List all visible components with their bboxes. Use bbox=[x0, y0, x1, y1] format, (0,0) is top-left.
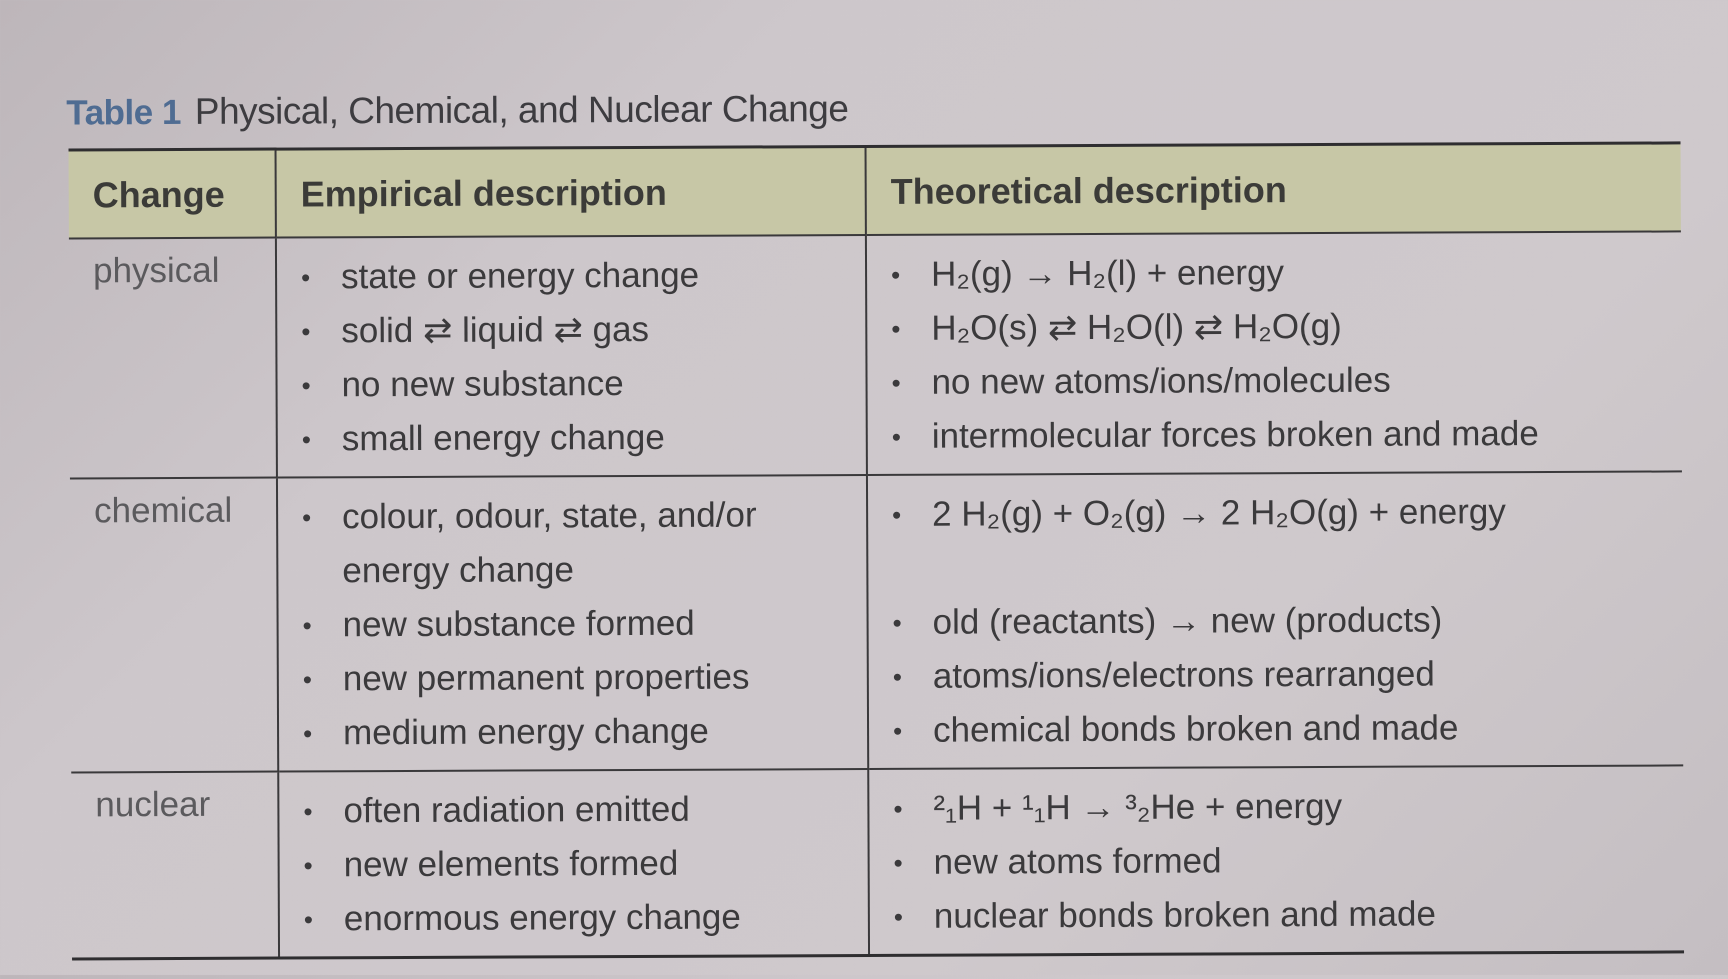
theoretical-cell: ²₁H + ¹₁H → ³₂He + energy new atoms form… bbox=[868, 765, 1685, 956]
list-item: enormous energy change bbox=[304, 890, 844, 946]
column-header-theoretical: Theoretical description bbox=[865, 142, 1681, 235]
table-label: Table 1 bbox=[66, 92, 181, 133]
column-header-change: Change bbox=[68, 149, 276, 239]
theoretical-cell: 2 H₂(g) + O₂(g) → 2 H₂O(g) + energy old … bbox=[866, 471, 1684, 769]
change-cell: nuclear bbox=[95, 784, 211, 825]
list-item: new atoms formed bbox=[894, 833, 1660, 890]
list-item: state or energy change bbox=[301, 248, 841, 304]
list-item: 2 H₂(g) + O₂(g) → 2 H₂O(g) + energy bbox=[892, 485, 1658, 542]
list-item: no new atoms/ions/molecules bbox=[891, 353, 1657, 410]
list-item: new substance formed bbox=[302, 596, 842, 652]
table-row-physical: physical state or energy change solid ⇄ … bbox=[68, 231, 1682, 479]
table-caption: Table 1 Physical, Chemical, and Nuclear C… bbox=[66, 88, 848, 133]
list-item: old (reactants) → new (products) bbox=[892, 593, 1658, 650]
header-row: Change Empirical description Theoretical… bbox=[68, 142, 1681, 239]
list-item: intermolecular forces broken and made bbox=[892, 407, 1658, 464]
list-item: H₂(g) → H₂(l) + energy bbox=[891, 245, 1657, 302]
list-item: atoms/ions/electrons rearranged bbox=[893, 647, 1659, 704]
empirical-cell: colour, odour, state, and/or energy chan… bbox=[276, 474, 869, 772]
list-item: solid ⇄ liquid ⇄ gas bbox=[301, 302, 841, 358]
change-table: Change Empirical description Theoretical… bbox=[68, 141, 1685, 961]
list-item: ²₁H + ¹₁H → ³₂He + energy bbox=[893, 779, 1659, 836]
list-item: H₂O(s) ⇄ H₂O(l) ⇄ H₂O(g) bbox=[891, 299, 1657, 356]
list-item: nuclear bonds broken and made bbox=[894, 887, 1660, 944]
list-item: new elements formed bbox=[304, 836, 844, 892]
list-item: chemical bonds broken and made bbox=[893, 701, 1659, 758]
change-cell: chemical bbox=[69, 477, 279, 773]
list-item: small energy change bbox=[302, 410, 842, 466]
list-item: no new substance bbox=[301, 356, 841, 412]
empirical-cell: often radiation emitted new elements for… bbox=[278, 768, 870, 959]
table-row-nuclear: nuclear often radiation emitted new elem… bbox=[71, 765, 1685, 959]
table-row-chemical: chemical colour, odour, state, and/or en… bbox=[69, 471, 1684, 773]
empirical-cell: state or energy change solid ⇄ liquid ⇄ … bbox=[275, 234, 867, 478]
change-cell: physical bbox=[68, 237, 277, 479]
list-item: often radiation emitted bbox=[303, 782, 843, 838]
column-header-empirical: Empirical description bbox=[275, 146, 866, 238]
list-item: new permanent properties bbox=[303, 650, 843, 706]
theoretical-cell: H₂(g) → H₂(l) + energy H₂O(s) ⇄ H₂O(l) ⇄… bbox=[865, 231, 1682, 475]
list-item: colour, odour, state, and/or energy chan… bbox=[302, 488, 842, 598]
list-item: medium energy change bbox=[303, 704, 843, 760]
table-title: Physical, Chemical, and Nuclear Change bbox=[194, 88, 849, 132]
